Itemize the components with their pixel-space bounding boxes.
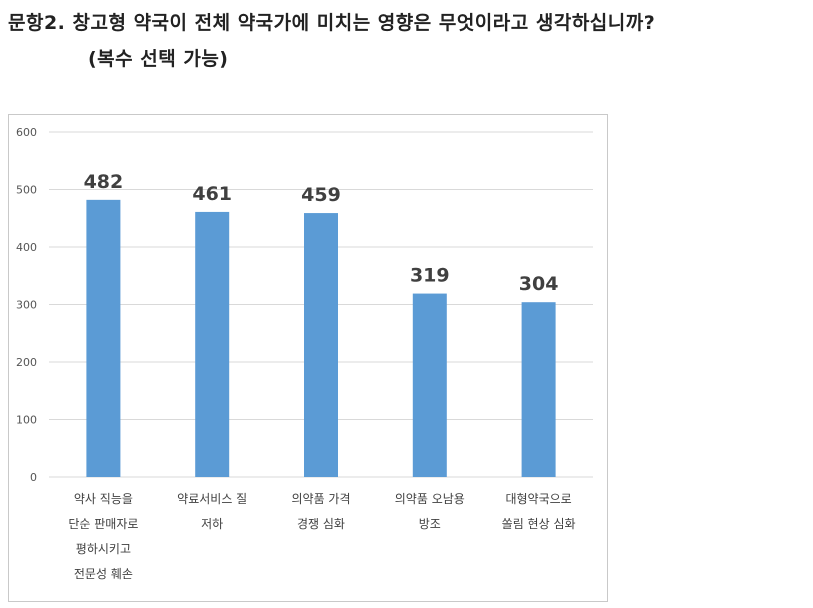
y-tick-label: 0 <box>30 471 37 484</box>
question-title: 문항2. 창고형 약국이 전체 약국가에 미치는 영향은 무엇이라고 생각하십니… <box>8 12 656 34</box>
bar <box>304 213 338 477</box>
data-label: 459 <box>301 184 341 206</box>
bar <box>521 302 556 477</box>
x-category-label: 전문성 훼손 <box>74 567 133 581</box>
y-tick-label: 100 <box>16 414 37 427</box>
y-tick-label: 500 <box>16 184 37 197</box>
y-tick-label: 400 <box>16 241 37 254</box>
x-category-label: 쏠림 현상 심화 <box>502 517 576 531</box>
y-tick-label: 300 <box>16 299 37 312</box>
bar <box>412 293 447 477</box>
x-category-label: 방조 <box>419 517 441 531</box>
x-category-label: 평하시키고 <box>76 542 131 556</box>
bar <box>86 199 121 477</box>
y-tick-label: 200 <box>16 356 37 369</box>
x-category-label: 경쟁 심화 <box>297 517 345 531</box>
y-tick-label: 600 <box>16 126 37 139</box>
x-category-label: 약료서비스 질 <box>177 491 247 506</box>
x-category-label: 약사 직능을 <box>74 491 133 506</box>
x-category-label: 의약품 오남용 <box>395 491 465 506</box>
question-subtitle: (복수 선택 가능) <box>88 48 229 70</box>
x-category-label: 저하 <box>201 517 223 531</box>
bar <box>195 211 230 478</box>
data-label: 319 <box>410 265 450 287</box>
x-category-label: 단순 판매자로 <box>68 517 138 531</box>
data-label: 482 <box>84 171 124 193</box>
data-label: 304 <box>519 273 559 295</box>
data-label: 461 <box>192 183 232 205</box>
x-category-label: 대형약국으로 <box>505 491 571 506</box>
x-category-label: 의약품 가격 <box>291 491 350 506</box>
